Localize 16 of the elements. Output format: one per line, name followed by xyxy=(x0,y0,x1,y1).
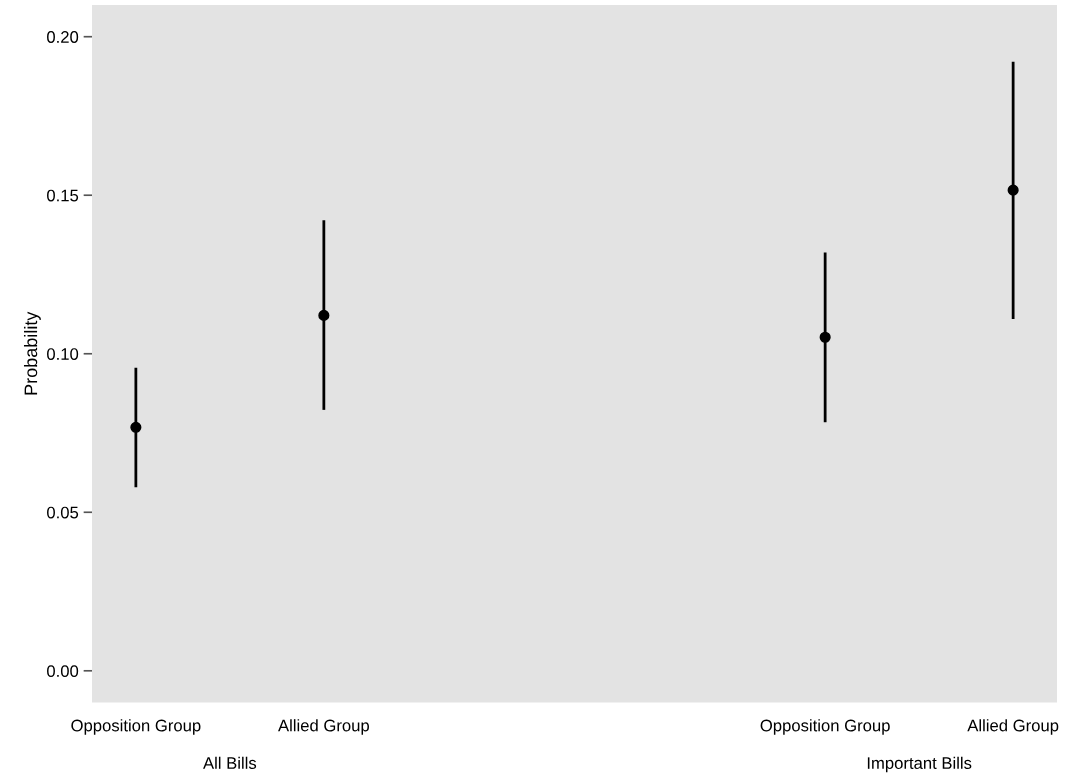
point xyxy=(318,309,330,321)
point xyxy=(130,421,142,433)
y-tick-label: 0.05 xyxy=(47,506,79,519)
point xyxy=(1007,184,1019,196)
y-tick-label: 0.20 xyxy=(47,31,79,43)
point xyxy=(819,331,831,343)
y-tick-label: 0.10 xyxy=(47,348,79,360)
x-tick-label: Allied Group xyxy=(967,719,1059,735)
text: All Bills xyxy=(203,756,257,769)
x-tick-label: Allied Group xyxy=(278,719,370,735)
x-tick-label: Opposition Group xyxy=(760,719,890,735)
x-tick-label: Opposition Group xyxy=(71,719,201,735)
text: Important Bills xyxy=(867,756,972,773)
y-axis-title: Probability xyxy=(23,311,41,395)
y-tick-label: 0.15 xyxy=(47,189,79,202)
y-tick-label: 0.00 xyxy=(47,665,79,677)
